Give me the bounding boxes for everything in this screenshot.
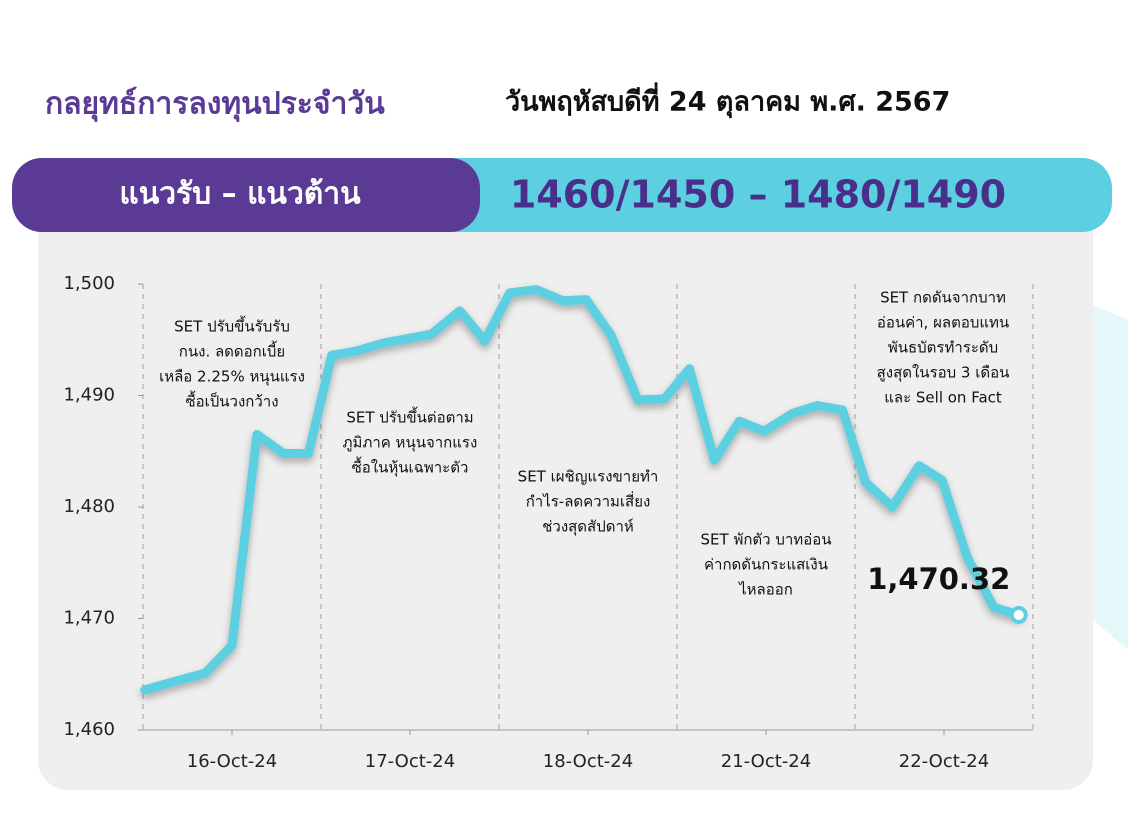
x-tick-label: 17-Oct-24 (365, 751, 455, 772)
x-tick-label: 22-Oct-24 (899, 751, 989, 772)
x-tick-label: 18-Oct-24 (543, 751, 633, 772)
annotation: กนง. ลดดอกเบี้ย (179, 341, 285, 361)
last-point (1009, 605, 1028, 624)
y-tick-label: 1,480 (63, 496, 115, 517)
annotation: SET ปรับขึ้นต่อตาม (346, 407, 473, 427)
y-tick-label: 1,470 (63, 608, 115, 629)
annotation: ค่ากดดันกระแสเงิน (704, 556, 828, 574)
annotation: ไหลออก (738, 581, 793, 599)
y-tick-label: 1,490 (63, 385, 115, 406)
x-tick-label: 21-Oct-24 (721, 751, 811, 772)
chart-panel (38, 200, 1093, 790)
price-line (140, 285, 1024, 695)
decoration (1093, 305, 1128, 650)
annotation: สูงสุดในรอบ 3 เดือน (877, 364, 1010, 383)
annotation: SET ปรับขึ้นรับรับ (174, 316, 290, 336)
date: วันพฤหัสบดีที่ 24 ตุลาคม พ.ศ. 2567 (505, 82, 950, 119)
annotation: ภูมิภาค หนุนจากแรง (343, 434, 478, 453)
annotation: กำไร-ลดความเสี่ยง (526, 491, 651, 511)
annotation: ซื้อเป็นวงกว้าง (185, 391, 278, 411)
annotation: เหลือ 2.25% หนุนแรง (159, 368, 305, 387)
annotation: อ่อนค่า, ผลตอบแทน (877, 314, 1009, 332)
banner-label: แนวรับ – แนวต้าน (119, 177, 361, 212)
annotation: SET พักตัว บาทอ่อน (701, 531, 832, 549)
value-label: 1,470.32 (867, 562, 1010, 596)
annotation: ช่วงสุดสัปดาห์ (542, 518, 634, 537)
annotation: และ Sell on Fact (884, 389, 1002, 407)
page-title: กลยุทธ์การลงทุนประจำวัน (45, 87, 385, 123)
y-tick-label: 1,500 (63, 273, 115, 294)
annotation: ซื้อในหุ้นเฉพาะตัว (352, 457, 469, 478)
x-tick-label: 16-Oct-24 (187, 751, 277, 772)
banner-levels: 1460/1450 – 1480/1490 (510, 173, 1006, 217)
annotation: SET เผชิญแรงขายทำ (518, 468, 659, 486)
annotation: SET กดดันจากบาท (880, 289, 1006, 307)
banner-label-box (12, 158, 480, 232)
y-tick-label: 1,460 (63, 719, 115, 740)
annotation: พันธบัตรทำระดับ (888, 339, 998, 357)
